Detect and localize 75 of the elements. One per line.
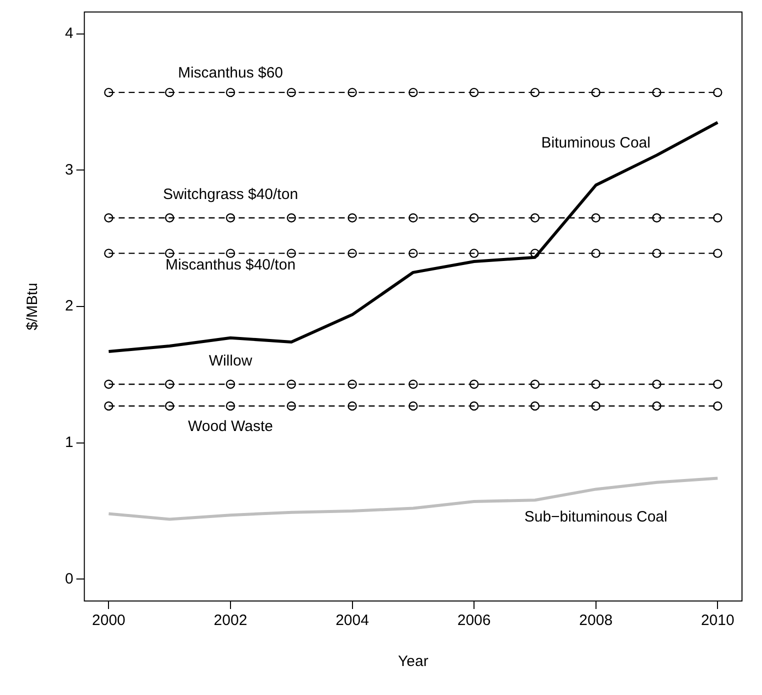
point <box>104 213 114 222</box>
point <box>530 213 540 222</box>
x-tick-label: 2010 <box>700 612 734 630</box>
y-tick-label: 4 <box>65 24 74 42</box>
point <box>530 248 540 258</box>
point <box>408 88 418 98</box>
y-tick-label: 1 <box>65 434 74 451</box>
series-label: Willow <box>208 352 252 370</box>
series-label: Sub−bituminous Coal <box>524 508 668 526</box>
point <box>530 380 540 389</box>
point <box>469 380 479 389</box>
point <box>348 248 357 258</box>
y-axis-title: $/MBtu <box>24 282 42 330</box>
point <box>104 248 114 258</box>
point <box>591 88 600 98</box>
x-tick-label: 2008 <box>579 612 613 630</box>
point <box>469 248 479 258</box>
point <box>591 248 600 258</box>
point <box>104 380 114 389</box>
point <box>104 88 114 98</box>
point <box>713 401 722 411</box>
point <box>530 401 540 411</box>
point <box>652 213 662 222</box>
x-tick-label: 2002 <box>214 612 248 630</box>
series-label: Wood Waste <box>188 418 274 436</box>
point <box>348 380 357 389</box>
point <box>164 248 174 258</box>
point <box>286 401 296 411</box>
point <box>286 380 296 389</box>
x-tick-label: 2000 <box>92 612 126 630</box>
point <box>652 380 662 389</box>
point <box>469 213 479 222</box>
point <box>286 248 296 258</box>
point <box>713 88 722 98</box>
point <box>164 88 174 98</box>
y-tick-label: 0 <box>65 570 74 588</box>
series-label: Miscanthus $60 <box>178 64 284 82</box>
point <box>226 380 236 389</box>
point <box>652 88 662 98</box>
point <box>164 401 174 411</box>
point <box>104 401 114 411</box>
point <box>713 380 722 389</box>
x-tick-label: 2006 <box>457 612 491 630</box>
point <box>226 401 236 411</box>
point <box>226 213 236 222</box>
point <box>348 88 357 98</box>
x-axis-title: Year <box>398 653 428 670</box>
point <box>652 248 662 258</box>
point <box>530 88 540 98</box>
point <box>591 380 600 389</box>
point <box>652 401 662 411</box>
y-tick-label: 2 <box>65 298 74 315</box>
point <box>469 88 479 98</box>
point <box>713 248 722 258</box>
point <box>164 380 174 389</box>
point <box>408 401 418 411</box>
point <box>469 401 479 411</box>
y-tick-label: 3 <box>65 161 74 178</box>
point <box>286 213 296 222</box>
point <box>591 401 600 411</box>
series-label: Bituminous Coal <box>541 134 650 152</box>
point <box>348 401 357 411</box>
point <box>286 88 296 98</box>
point <box>226 88 236 98</box>
series-label: Miscanthus $40/ton <box>165 256 296 274</box>
point <box>408 213 418 222</box>
x-tick-label: 2004 <box>336 612 369 630</box>
point <box>408 248 418 258</box>
point <box>226 248 236 258</box>
point <box>713 213 722 222</box>
series-label: Switchgrass $40/ton <box>162 186 298 204</box>
point <box>164 213 174 222</box>
point <box>591 213 600 222</box>
point <box>348 213 357 222</box>
point <box>408 380 418 389</box>
